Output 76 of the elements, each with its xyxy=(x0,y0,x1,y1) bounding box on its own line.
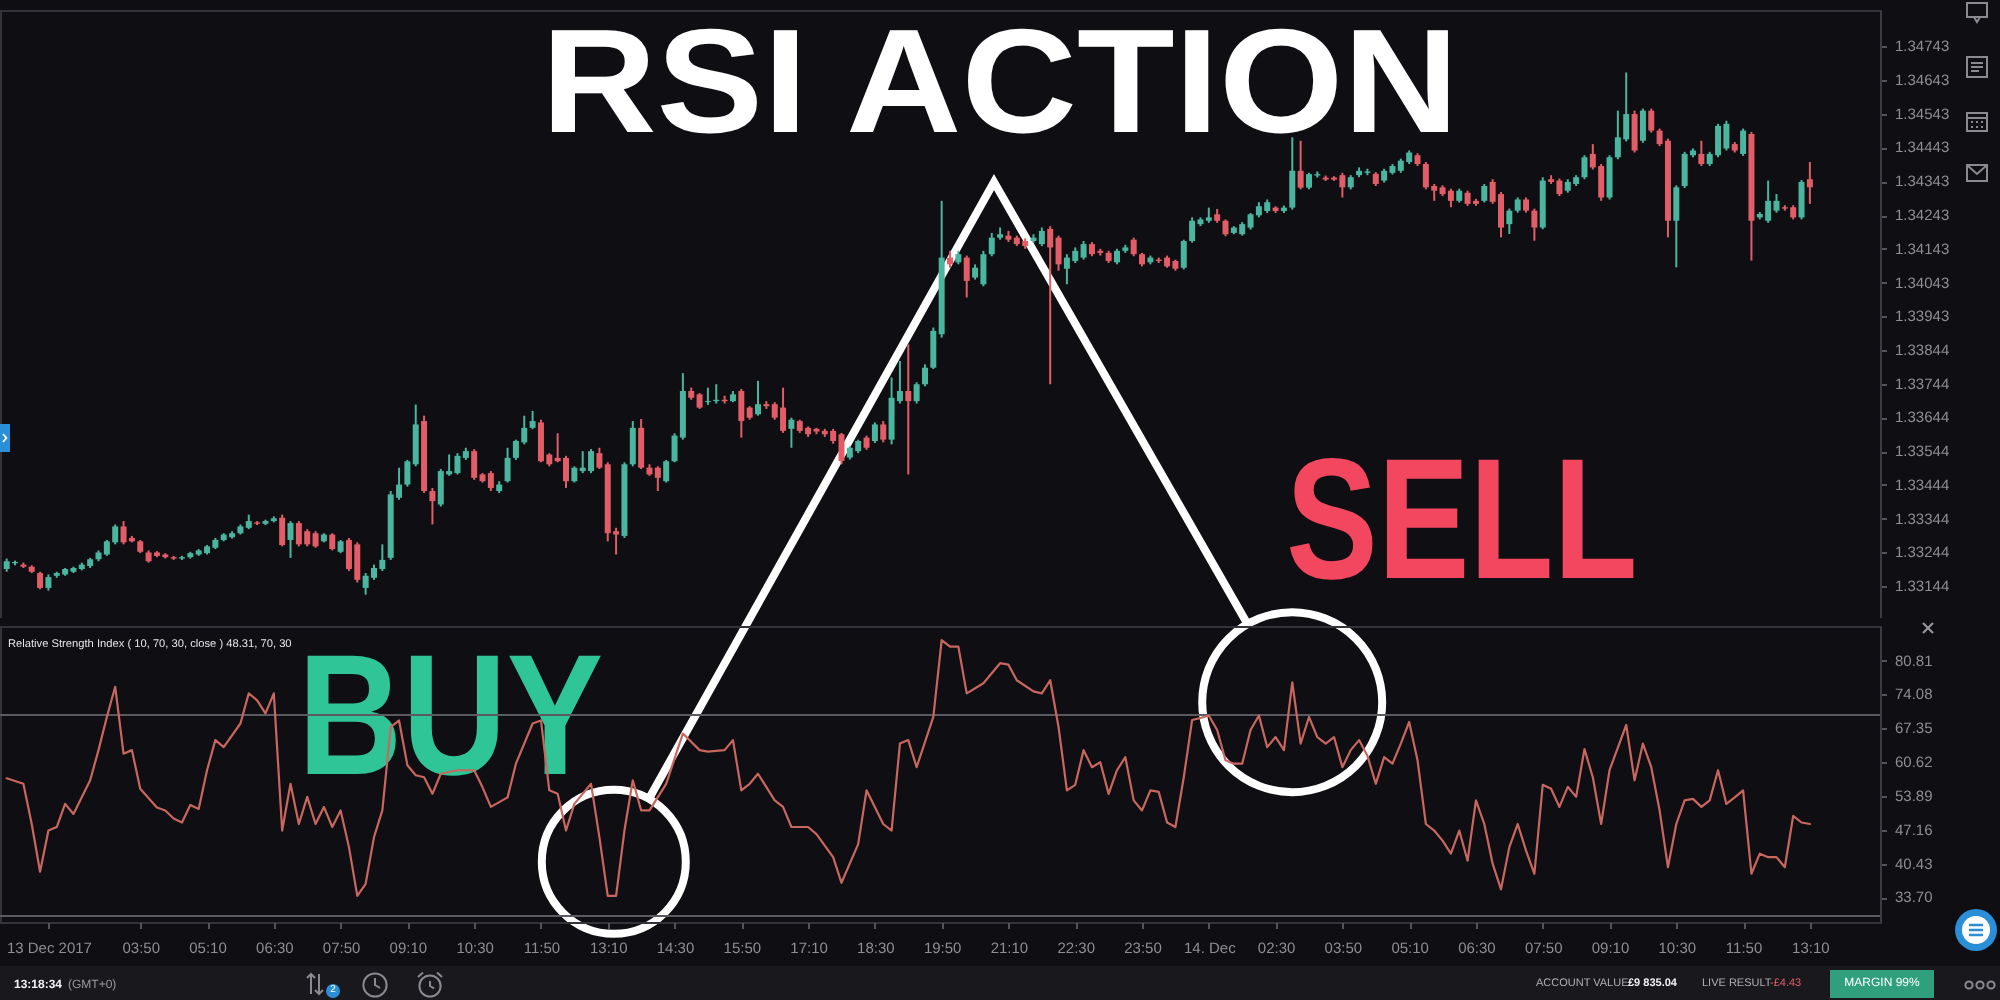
candlestick xyxy=(1289,136,1296,211)
candlestick xyxy=(1673,184,1680,269)
candlestick xyxy=(1180,238,1187,271)
candlestick xyxy=(1047,225,1054,386)
candlestick xyxy=(980,249,987,288)
candlestick xyxy=(1798,178,1805,221)
candlestick xyxy=(471,448,478,481)
candlestick xyxy=(704,386,711,406)
annotation: BUY xyxy=(297,619,603,812)
candlestick xyxy=(1773,193,1780,214)
candlestick xyxy=(1339,171,1346,199)
candlestick xyxy=(838,431,845,466)
candlestick xyxy=(1481,182,1488,204)
candlestick xyxy=(1038,226,1045,248)
candlestick xyxy=(1297,139,1304,191)
candlestick xyxy=(295,520,302,548)
candlestick xyxy=(279,513,286,548)
candlestick xyxy=(1723,119,1730,152)
candlestick xyxy=(487,470,494,492)
candlestick xyxy=(1055,234,1062,272)
candlestick xyxy=(1506,207,1513,235)
candlestick xyxy=(1080,240,1087,261)
candlestick xyxy=(988,231,995,258)
line-series xyxy=(5,638,1811,897)
candlestick xyxy=(1447,187,1454,209)
candlestick xyxy=(629,420,636,468)
candlestick xyxy=(1740,127,1747,157)
candlestick xyxy=(588,448,595,475)
candlestick xyxy=(663,458,670,484)
candlestick xyxy=(563,454,569,489)
candlestick xyxy=(504,446,511,484)
candlestick xyxy=(537,418,544,464)
candlestick xyxy=(1648,107,1655,134)
candlestick xyxy=(437,468,444,508)
candlestick xyxy=(1631,109,1638,154)
candlestick xyxy=(871,421,878,445)
candlestick xyxy=(112,523,119,546)
candlestick xyxy=(905,343,912,476)
candlestick xyxy=(738,387,745,439)
candlestick xyxy=(1581,154,1588,181)
candlestick xyxy=(880,420,887,444)
candlestick xyxy=(1130,236,1137,258)
candlestick xyxy=(1765,179,1772,224)
candlestick xyxy=(913,381,920,405)
candlestick xyxy=(638,418,645,471)
candlestick xyxy=(120,520,127,546)
candlestick xyxy=(755,379,762,417)
candlestick xyxy=(454,452,461,476)
candlestick xyxy=(1639,107,1646,144)
chart-title: RSI ACTION xyxy=(541,0,1459,165)
candlestick xyxy=(1681,150,1688,190)
candlestick xyxy=(1063,253,1070,286)
candlestick xyxy=(429,486,436,526)
candlestick xyxy=(1614,109,1621,161)
candlestick xyxy=(963,254,970,299)
candlestick xyxy=(780,386,787,434)
candlestick xyxy=(579,450,586,475)
candlestick xyxy=(1422,161,1429,191)
candlestick xyxy=(1539,176,1546,231)
candlestick xyxy=(1531,207,1538,242)
candlestick xyxy=(354,541,361,584)
candlestick xyxy=(1698,139,1705,168)
candlestick xyxy=(1715,122,1722,159)
candlestick xyxy=(345,536,352,573)
candlestick xyxy=(1606,154,1613,201)
candlestick xyxy=(529,409,536,431)
candlestick xyxy=(888,376,895,446)
candlestick xyxy=(1806,161,1813,205)
candlestick xyxy=(379,543,386,573)
candlestick xyxy=(921,363,928,388)
candlestick xyxy=(654,465,661,492)
candlestick xyxy=(362,572,369,596)
candlestick xyxy=(287,520,294,559)
candlestick xyxy=(788,416,795,449)
candlestick xyxy=(1189,216,1196,244)
annotation: SELL xyxy=(1286,424,1638,617)
